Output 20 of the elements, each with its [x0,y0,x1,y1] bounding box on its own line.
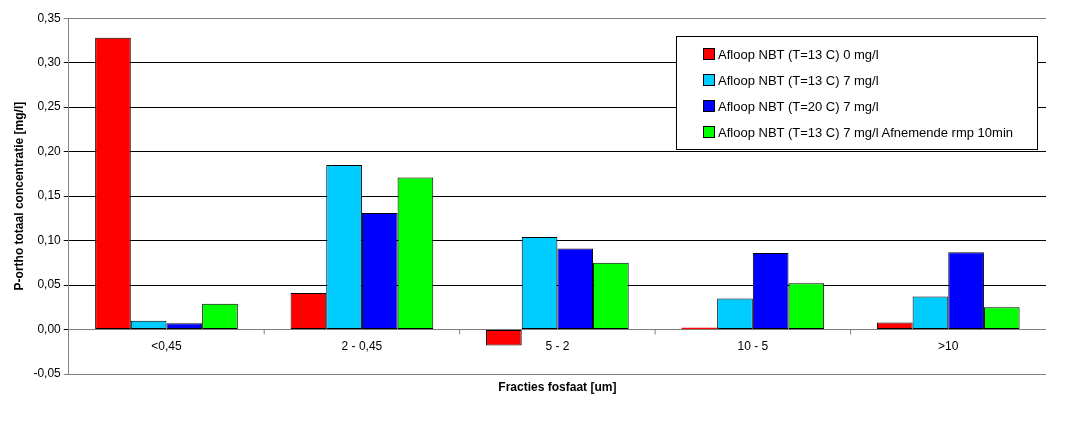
legend-label: Afloop NBT (T=13 C) 7 mg/l [718,72,879,88]
x-tick-label: <0,45 [151,339,182,354]
y-tick-label: 0,30 [37,54,62,69]
legend-label: Afloop NBT (T=13 C) 0 mg/l [718,46,879,62]
y-tick-label: 0,20 [37,143,62,158]
y-tick-label: -0,05 [33,366,62,381]
y-tick-label: 0,25 [37,99,62,114]
x-axis-title: Fracties fosfaat [um] [498,380,617,395]
y-tick-label: 0,00 [37,321,62,336]
x-tick-label: >10 [938,339,959,354]
y-axis-title: P-ortho totaal concentratie [mg/l] [11,101,26,291]
x-tick-label: 5 - 2 [545,339,570,354]
x-tick-label: 2 - 0,45 [341,339,383,354]
legend-label: Afloop NBT (T=13 C) 7 mg/l Afnemende rmp 10min [718,124,1013,140]
y-tick-label: 0,15 [37,188,62,203]
legend-label: Afloop NBT (T=20 C) 7 mg/l [718,98,879,114]
x-tick-label: 10 - 5 [737,339,769,354]
y-tick-label: 0,35 [37,10,62,25]
y-tick-label: 0,10 [37,232,62,247]
y-tick-label: 0,05 [37,277,62,292]
